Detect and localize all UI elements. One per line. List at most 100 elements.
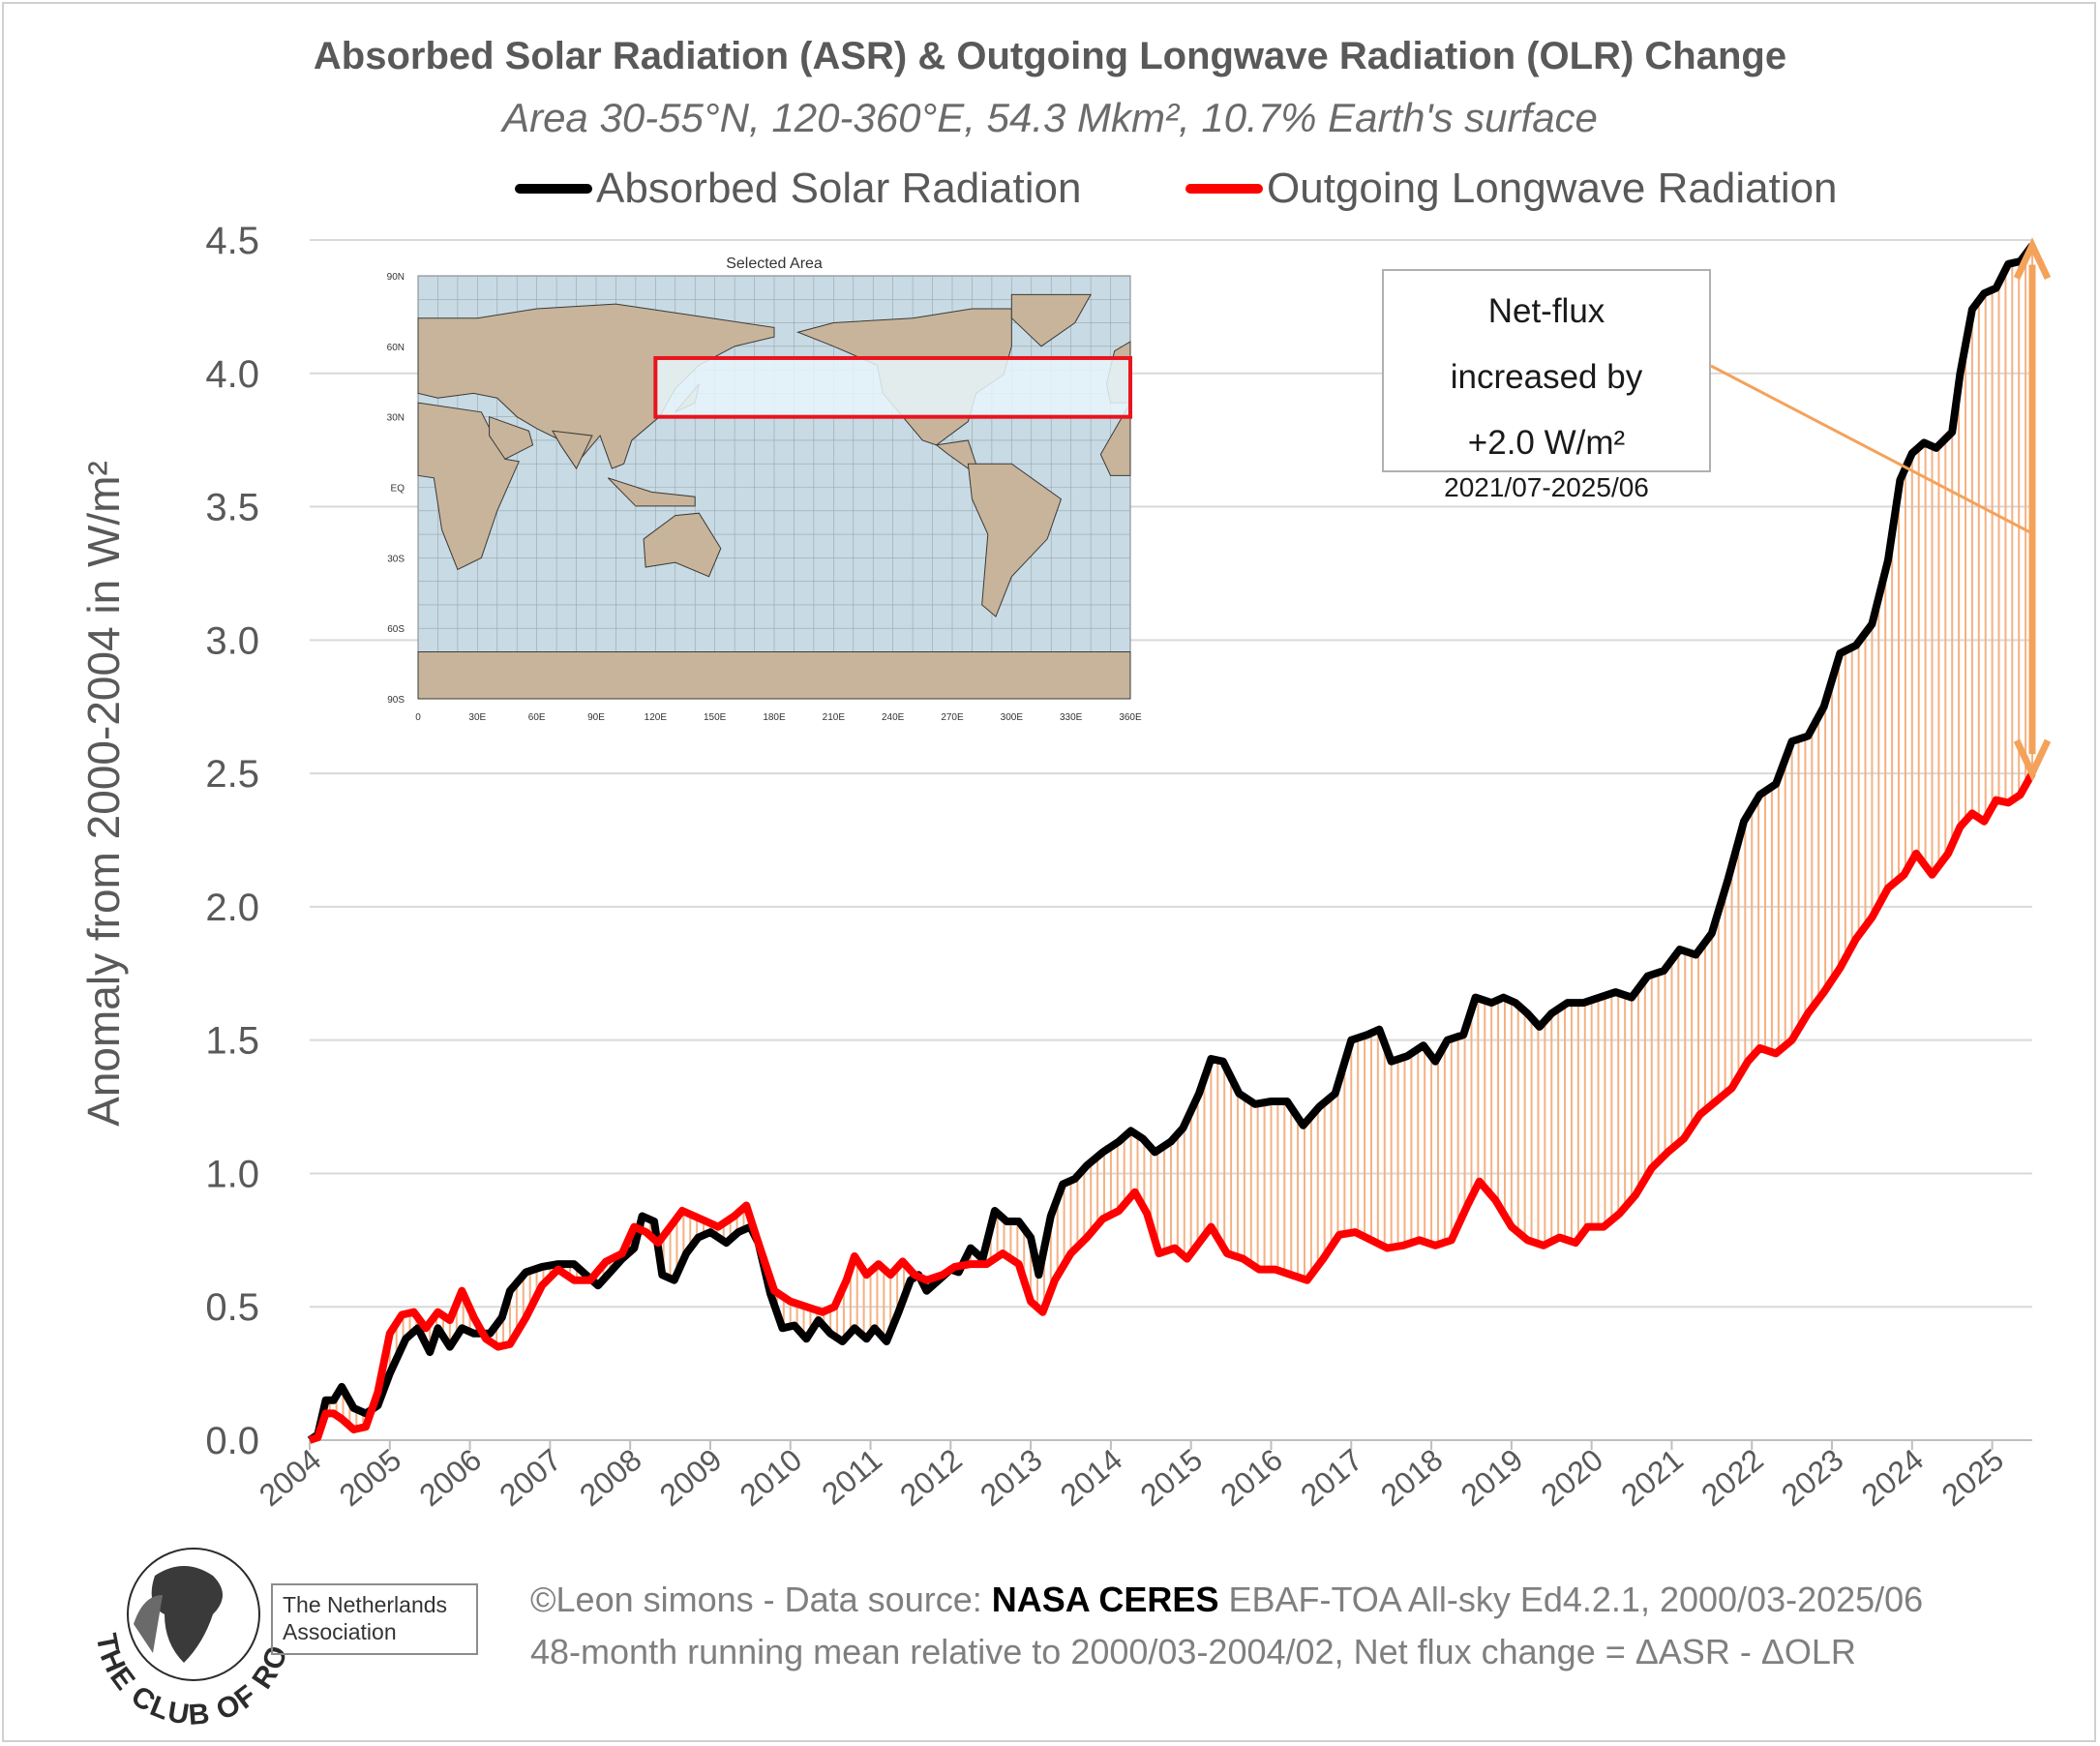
arrow-head-top (2013, 237, 2052, 281)
chart-subtitle: Area 30-55°N, 120-360°E, 54.3 Mkm², 10.7… (502, 95, 1598, 140)
map-lon-label: 120E (645, 712, 668, 723)
association-box: The Netherlands Association (271, 1583, 478, 1655)
x-tick-label: 2015 (1134, 1442, 1210, 1513)
map-land-australia (643, 512, 722, 578)
inset-map: Selected Area 90N 60N 30N EQ 30S 60S 90S 0 30E 60E… (387, 256, 1142, 723)
map-land-greenland (1010, 293, 1092, 347)
map-land-west-africa (1099, 401, 1131, 476)
x-tick-label: 2017 (1294, 1442, 1369, 1513)
map-lon-label: 210E (823, 712, 846, 723)
map-lat-label: 90N (387, 272, 405, 283)
map-lon-label: 300E (1001, 712, 1024, 723)
map-lon-label: 270E (941, 712, 964, 723)
x-tick-label: 2012 (893, 1442, 969, 1513)
x-tick-label: 2018 (1374, 1442, 1450, 1513)
map-land-antarctica (417, 650, 1131, 700)
y-axis-label-text: Anomaly from 2000-2004 in W/m² (78, 461, 129, 1127)
net-flux-annotation: Net-flux increased by +2.0 W/m² 2021/07-… (1382, 269, 1711, 502)
map-lon-label: 60E (528, 712, 546, 723)
association-line-1: The Netherlands (283, 1592, 448, 1617)
annotation-line-3: +2.0 W/m² (1467, 424, 1626, 462)
net-flux-arrow (1710, 237, 2052, 782)
arrow-head-bottom (2013, 738, 2052, 782)
map-lat-label: 90S (387, 695, 405, 706)
legend-label-olr: Outgoing Longwave Radiation (1267, 165, 1838, 212)
x-tick-label: 2008 (573, 1442, 648, 1513)
y-tick-label: 1.0 (205, 1153, 259, 1195)
chart-title: Absorbed Solar Radiation (ASR) & Outgoin… (313, 35, 1787, 77)
x-tick-label: 2021 (1614, 1442, 1690, 1513)
y-axis-label: Anomaly from 2000-2004 in W/m² (77, 358, 135, 1229)
x-tick-label: 2014 (1054, 1442, 1129, 1513)
y-tick-label: 2.0 (205, 887, 259, 929)
y-tick-label: 1.5 (205, 1020, 259, 1063)
x-tick-label: 2016 (1214, 1442, 1289, 1513)
legend-item-asr: Absorbed Solar Radiation (515, 165, 1081, 213)
y-tick-label: 3.5 (205, 487, 259, 529)
y-tick-label: 0.0 (205, 1420, 259, 1462)
y-tick-label: 4.5 (205, 220, 259, 262)
map-lon-label: 0 (415, 712, 421, 723)
net-flux-hatch (315, 245, 2033, 1438)
map-lat-label: EQ (391, 484, 405, 495)
x-tick-label: 2023 (1775, 1442, 1850, 1513)
map-lat-label: 60N (387, 343, 405, 353)
map-lon-label: 30E (468, 712, 486, 723)
x-tick-label: 2019 (1455, 1442, 1530, 1513)
x-tick-label: 2024 (1855, 1442, 1931, 1513)
annotation-line-4: 2021/07-2025/06 (1444, 472, 1649, 502)
annotation-line-2: increased by (1450, 358, 1643, 396)
x-tick-label: 2005 (333, 1442, 408, 1513)
map-selected-region (653, 355, 1132, 419)
logo-globe-continent-west (134, 1595, 163, 1653)
y-tick-label: 4.0 (205, 353, 259, 396)
series-line-asr (307, 243, 2036, 1444)
legend-item-olr: Outgoing Longwave Radiation (1185, 165, 1838, 213)
x-tick-label: 2006 (412, 1442, 488, 1513)
x-tick-label: 2007 (493, 1442, 568, 1513)
map-lat-label: 30S (387, 554, 405, 564)
series-line-olr (308, 771, 2036, 1444)
x-tick-label: 2004 (253, 1442, 328, 1513)
map-title: Selected Area (726, 256, 823, 272)
logo-globe-continent (151, 1566, 223, 1663)
x-axis-ticks: 2004 2005 2006 2007 2008 2009 2010 2011 2012 2013… (253, 1440, 2010, 1513)
x-tick-label: 2022 (1695, 1442, 1770, 1513)
y-axis-ticks: 0.0 0.5 1.0 1.5 2.0 2.5 3.0 3.5 4.0 4.5 (205, 220, 259, 1462)
map-land-indonesia (607, 477, 696, 507)
footer-source: ©Leon simons - Data source: NASA CERES E… (530, 1580, 1923, 1620)
footer-source-suffix: EBAF-TOA All-sky Ed4.2.1, 2000/03-2025/0… (1218, 1580, 1924, 1619)
map-lon-label: 150E (704, 712, 727, 723)
map-land-south-america (967, 463, 1063, 617)
map-land-eurasia (417, 303, 775, 469)
map-lon-label: 330E (1060, 712, 1083, 723)
legend-swatch-olr (1185, 184, 1263, 194)
footer-source-prefix: ©Leon simons - Data source: (530, 1580, 992, 1619)
annotation-line-1: Net-flux (1487, 292, 1605, 330)
x-tick-label: 2011 (815, 1442, 888, 1512)
x-tick-label: 2025 (1935, 1442, 2010, 1513)
footer-source-bold: NASA CERES (991, 1580, 1219, 1619)
map-lon-label: 240E (882, 712, 905, 723)
x-tick-label: 2010 (734, 1442, 809, 1513)
annotation-pointer (1710, 364, 2033, 535)
map-lon-label: 360E (1119, 712, 1142, 723)
map-land-india (552, 430, 593, 470)
map-lat-label: 30N (387, 413, 405, 424)
map-lon-label: 90E (587, 712, 605, 723)
footer-method: 48-month running mean relative to 2000/0… (530, 1632, 1856, 1671)
legend-label-asr: Absorbed Solar Radiation (596, 165, 1082, 212)
map-land-arabia (489, 415, 534, 461)
x-tick-label: 2009 (653, 1442, 729, 1513)
x-tick-label: 2020 (1534, 1442, 1609, 1513)
association-line-2: Association (283, 1619, 397, 1644)
map-lon-label: 180E (763, 712, 786, 723)
map-lat-label: 60S (387, 624, 405, 635)
y-tick-label: 2.5 (205, 753, 259, 796)
x-tick-label: 2013 (974, 1442, 1049, 1513)
series-lines (307, 243, 2036, 1444)
y-tick-label: 3.0 (205, 619, 259, 662)
y-tick-label: 0.5 (205, 1286, 259, 1329)
